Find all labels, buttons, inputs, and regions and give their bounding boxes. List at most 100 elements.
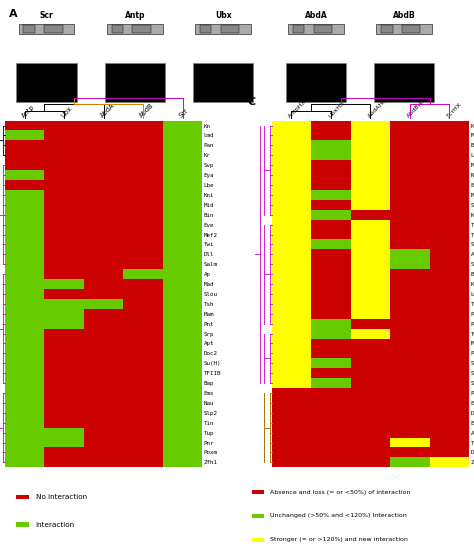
- Bar: [430, 150, 469, 160]
- Bar: [390, 130, 430, 140]
- Bar: [311, 200, 351, 210]
- Bar: [430, 428, 469, 438]
- Bar: [430, 230, 469, 239]
- Bar: [390, 438, 430, 448]
- Bar: [351, 279, 390, 289]
- Bar: [430, 279, 469, 289]
- Bar: [5, 239, 44, 249]
- Bar: [163, 457, 202, 467]
- Bar: [311, 239, 351, 249]
- Bar: [111, 25, 123, 33]
- Bar: [390, 121, 430, 130]
- Bar: [390, 279, 430, 289]
- Bar: [163, 289, 202, 299]
- Bar: [5, 289, 44, 299]
- Bar: [44, 121, 84, 130]
- Bar: [163, 368, 202, 378]
- Bar: [193, 63, 253, 102]
- Bar: [311, 130, 351, 140]
- Bar: [5, 418, 44, 428]
- Bar: [84, 408, 123, 418]
- Bar: [390, 329, 430, 339]
- Bar: [253, 490, 264, 494]
- Bar: [351, 269, 390, 279]
- Bar: [123, 358, 163, 368]
- Bar: [84, 121, 123, 130]
- Bar: [5, 339, 44, 348]
- Bar: [430, 339, 469, 348]
- Bar: [84, 130, 123, 140]
- Bar: [311, 150, 351, 160]
- Bar: [123, 220, 163, 230]
- Bar: [84, 348, 123, 358]
- Bar: [84, 210, 123, 220]
- Bar: [123, 160, 163, 170]
- Bar: [311, 368, 351, 378]
- Bar: [84, 279, 123, 289]
- Text: AbdA: AbdA: [305, 11, 328, 20]
- Bar: [430, 160, 469, 170]
- Bar: [272, 378, 311, 388]
- Bar: [44, 299, 84, 309]
- Bar: [374, 63, 434, 102]
- Bar: [351, 220, 390, 230]
- Bar: [430, 180, 469, 190]
- Bar: [311, 388, 351, 398]
- Bar: [123, 457, 163, 467]
- Text: Absence and loss (= or <50%) of interaction: Absence and loss (= or <50%) of interact…: [270, 490, 411, 495]
- Bar: [311, 269, 351, 279]
- Bar: [430, 368, 469, 378]
- Bar: [311, 329, 351, 339]
- Bar: [123, 180, 163, 190]
- Bar: [5, 368, 44, 378]
- Bar: [390, 170, 430, 180]
- Bar: [163, 428, 202, 438]
- Bar: [390, 309, 430, 319]
- Bar: [163, 299, 202, 309]
- Bar: [311, 418, 351, 428]
- Bar: [44, 348, 84, 358]
- Bar: [163, 180, 202, 190]
- Bar: [123, 200, 163, 210]
- Bar: [311, 170, 351, 180]
- Bar: [5, 130, 44, 140]
- Bar: [351, 180, 390, 190]
- Bar: [311, 140, 351, 150]
- Bar: [163, 418, 202, 428]
- Bar: [311, 448, 351, 457]
- Bar: [272, 438, 311, 448]
- Bar: [311, 230, 351, 239]
- Bar: [351, 358, 390, 368]
- Bar: [351, 200, 390, 210]
- Bar: [123, 408, 163, 418]
- Bar: [84, 457, 123, 467]
- Bar: [351, 249, 390, 259]
- Bar: [163, 448, 202, 457]
- Bar: [253, 538, 264, 542]
- Bar: [123, 210, 163, 220]
- Bar: [105, 63, 165, 102]
- Bar: [123, 309, 163, 319]
- Bar: [5, 358, 44, 368]
- Bar: [272, 269, 311, 279]
- Bar: [351, 259, 390, 269]
- Bar: [430, 457, 469, 467]
- Bar: [272, 448, 311, 457]
- Bar: [390, 339, 430, 348]
- Bar: [272, 239, 311, 249]
- Bar: [84, 190, 123, 200]
- Bar: [5, 428, 44, 438]
- Text: Ubx: Ubx: [215, 11, 231, 20]
- Bar: [430, 388, 469, 398]
- Bar: [272, 358, 311, 368]
- Bar: [272, 368, 311, 378]
- Bar: [44, 269, 84, 279]
- Bar: [84, 339, 123, 348]
- Bar: [123, 378, 163, 388]
- Bar: [44, 388, 84, 398]
- Bar: [5, 150, 44, 160]
- Bar: [390, 160, 430, 170]
- Bar: [123, 428, 163, 438]
- Bar: [44, 319, 84, 329]
- Bar: [272, 388, 311, 398]
